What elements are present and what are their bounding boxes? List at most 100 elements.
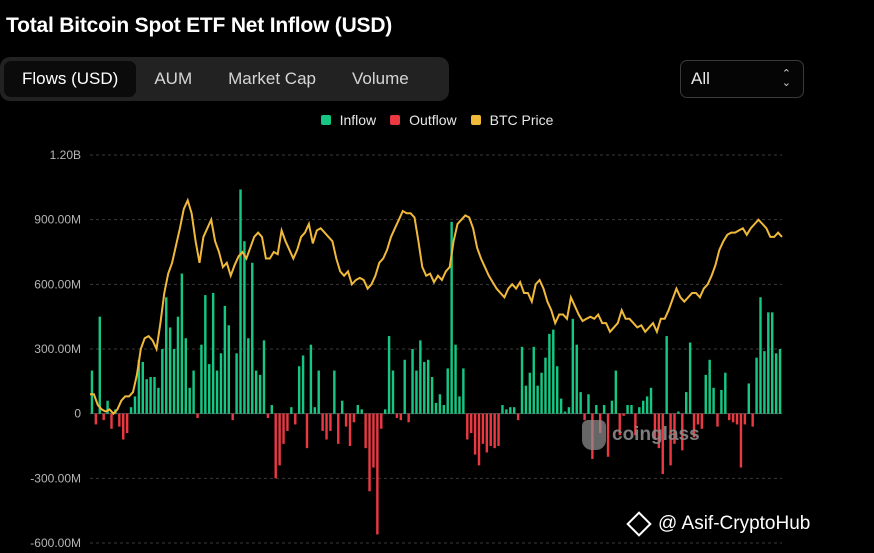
inflow-bar (176, 316, 180, 414)
outflow-bar (735, 413, 739, 425)
outflow-bar (372, 413, 375, 468)
inflow-bar (614, 370, 618, 414)
y-tick-label: 300.00M (34, 342, 81, 356)
outflow-bar (348, 413, 352, 446)
inflow-bar (501, 405, 504, 414)
outflow-bar (657, 413, 661, 449)
outflow-bar (399, 413, 403, 421)
outflow-bar (395, 413, 399, 418)
inflow-bar (90, 370, 94, 414)
outflow-bar (102, 413, 105, 421)
inflow-bar (767, 312, 770, 414)
metric-tabs: Flows (USD) AUM Market Cap Volume (0, 57, 449, 101)
outflow-bar (469, 413, 473, 434)
tab-market-cap[interactable]: Market Cap (228, 69, 316, 88)
outflow-bar (325, 413, 328, 440)
inflow-bar (165, 297, 168, 414)
outflow-bar (696, 413, 700, 425)
inflow-bar (340, 400, 344, 414)
inflow-bar (129, 407, 133, 414)
outflow-bar (380, 413, 383, 429)
legend-inflow-label: Inflow (339, 112, 377, 128)
inflow-bar (270, 405, 274, 414)
credit-text: @ Asif-CryptoHub (658, 513, 811, 534)
inflow-bar (411, 349, 414, 414)
inflow-bar (133, 396, 137, 414)
outflow-bar (473, 413, 477, 455)
outflow-bar (294, 413, 297, 425)
outflow-bar (196, 413, 199, 418)
inflow-bar (247, 338, 250, 414)
inflow-bar (665, 336, 668, 414)
outflow-bar (731, 413, 735, 423)
inflow-bar (204, 295, 207, 414)
outflow-bar (305, 413, 309, 449)
outflow-bar (231, 413, 234, 421)
inflow-bar (509, 407, 512, 414)
tab-aum[interactable]: AUM (154, 69, 193, 88)
inflow-bar (720, 389, 723, 414)
inflow-bar (168, 327, 172, 414)
legend-btc-price-swatch (470, 115, 481, 125)
y-axis-ticks: 1.20B 900.00M 600.00M 300.00M 0 -300.00M -600.… (30, 148, 81, 550)
inflow-bar (434, 402, 438, 414)
inflow-bar (301, 355, 305, 414)
inflow-bar (536, 385, 539, 414)
inflow-bar (763, 351, 766, 414)
inflow-bar (360, 409, 363, 414)
inflow-bar (579, 392, 582, 414)
outflow-bar (344, 413, 348, 427)
legend-inflow-swatch (320, 115, 331, 125)
legend-outflow[interactable]: Outflow (390, 112, 457, 128)
outflow-bar (368, 413, 371, 492)
tab-flows-usd[interactable]: Flows (USD) (4, 61, 137, 97)
page-title: Total Bitcoin Spot ETF Net Inflow (USD) (6, 14, 393, 37)
outflow-bar (673, 413, 676, 444)
outflow-bar (622, 413, 625, 416)
inflow-bar (258, 374, 262, 414)
inflow-bar (641, 400, 645, 414)
inflow-bar (685, 392, 688, 414)
inflow-bar (419, 340, 422, 414)
inflow-bar (532, 346, 535, 414)
inflow-bar (774, 353, 778, 414)
inflow-bar (98, 316, 101, 414)
inflow-bar (630, 405, 633, 414)
tab-volume[interactable]: Volume (352, 69, 409, 88)
inflow-bar (626, 405, 629, 414)
inflow-bar (771, 312, 774, 414)
inflow-bar (567, 407, 571, 414)
outflow-bar (364, 413, 367, 449)
inflow-bar (505, 409, 508, 414)
inflow-bar (239, 189, 242, 414)
inflow-bar (333, 370, 336, 414)
inflow-bar (188, 387, 191, 414)
outflow-bar (692, 413, 696, 438)
inflow-bar (423, 361, 426, 414)
inflow-bar (262, 340, 266, 414)
outflow-bar (125, 413, 129, 434)
inflow-bar (638, 407, 641, 414)
outflow-bar (751, 413, 754, 427)
inflow-bar (645, 396, 649, 414)
outflow-bar (497, 413, 500, 446)
inflow-bar (548, 333, 551, 414)
outflow-bar (669, 413, 672, 466)
inflow-bar (208, 364, 211, 414)
outflow-bar (466, 413, 469, 440)
legend-btc-price[interactable]: BTC Price (470, 112, 553, 128)
inflow-bar (540, 372, 543, 414)
outflow-bar (661, 413, 664, 475)
y-tick-label: 900.00M (34, 213, 81, 227)
outflow-bar (282, 413, 285, 444)
inflow-bar (595, 405, 598, 414)
legend-inflow[interactable]: Inflow (320, 112, 377, 128)
chevron-up-down-icon: ⌃ ⌄ (781, 68, 791, 89)
outflow-bar (743, 413, 747, 425)
inflow-bar (704, 374, 707, 414)
range-select[interactable]: All ⌃ ⌄ (680, 60, 804, 98)
inflow-bar (747, 383, 750, 414)
outflow-bar (700, 413, 704, 429)
inflow-bar (724, 372, 727, 414)
outflow-bar (481, 413, 485, 444)
